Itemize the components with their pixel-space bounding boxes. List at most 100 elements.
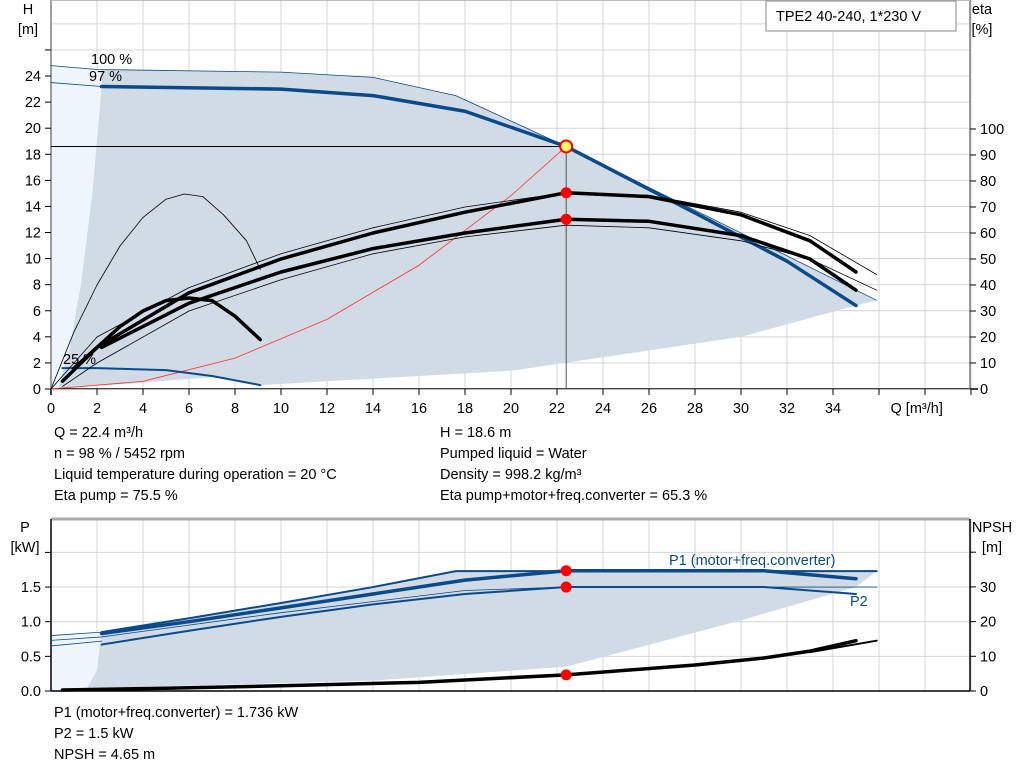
info-density: Density = 998.2 kg/m³ (440, 467, 582, 483)
q-tick-label: 22 (549, 401, 565, 417)
power-curve-2 (99, 568, 858, 636)
info-eta-total: Eta pump+motor+freq.converter = 65.3 % (440, 488, 708, 504)
info-p2: P2 = 1.5 kW (54, 726, 134, 742)
q-tick-label: 28 (687, 401, 703, 417)
q-tick-label: 6 (185, 401, 193, 417)
eta-curve-6 (50, 192, 878, 390)
title-box (765, 0, 957, 32)
p1-label: P1 (motor+freq.converter) (669, 553, 835, 569)
y-axis-label: H (23, 2, 33, 18)
p1-point (560, 565, 572, 577)
eta-tick-label: 30 (980, 304, 996, 320)
eta-curve-4 (50, 193, 261, 390)
info-p1: P1 (motor+freq.converter) = 1.736 kW (54, 705, 299, 721)
power-curve-1 (100, 570, 878, 634)
info-npsh: NPSH = 4.65 m (54, 747, 156, 763)
eta-tick-label: 90 (980, 148, 996, 164)
h-tick-label: 12 (25, 226, 41, 242)
h-tick-label: 10 (25, 252, 41, 268)
label-100-percent: 100 % (91, 52, 132, 68)
head-curve-2 (99, 84, 858, 308)
q-tick-label: 30 (733, 401, 749, 417)
q-tick-label: 8 (231, 401, 239, 417)
eta-curve-7 (60, 190, 858, 383)
y-axis-label: [m] (18, 22, 38, 38)
p-tick-label: 0.0 (21, 684, 41, 700)
info-eta-pump: Eta pump = 75.5 % (54, 488, 178, 504)
y2-axis-label: [%] (972, 22, 993, 38)
h-tick-label: 0 (33, 382, 41, 398)
h-tick-label: 14 (25, 199, 41, 215)
eta-tick-label: 70 (980, 200, 996, 216)
eta-tick-label: 100 (980, 122, 1004, 138)
q-tick-label: 10 (273, 401, 289, 417)
q-tick-label: 0 (47, 401, 55, 417)
q-tick-label: 12 (319, 401, 335, 417)
eta-curve-8 (99, 217, 858, 350)
eta-pump-point (560, 187, 572, 199)
npsh-point (560, 669, 572, 681)
eta-tick-label: 20 (980, 330, 996, 346)
info-speed: n = 98 % / 5452 rpm (54, 446, 185, 462)
q-tick-label: 24 (595, 401, 611, 417)
q-tick-label: 26 (641, 401, 657, 417)
p2-point (560, 581, 572, 593)
h-tick-label: 2 (33, 356, 41, 372)
y2-axis-label: eta (972, 2, 993, 18)
p-tick-label: 0.5 (21, 649, 41, 665)
h-tick-label: 16 (25, 173, 41, 189)
label-25-percent: 25 % (63, 352, 96, 368)
info-liquid: Pumped liquid = Water (440, 446, 587, 462)
p-axis-label: P (20, 520, 30, 536)
p-tick-label: 1.5 (21, 580, 41, 596)
npsh-axis-label: [m] (982, 540, 1002, 556)
h-tick-label: 6 (33, 304, 41, 320)
h-tick-label: 4 (33, 330, 41, 346)
eta-tick-label: 50 (980, 252, 996, 268)
npsh-curve-7 (809, 639, 878, 654)
info-left: Q = 22.4 m³/h n = 98 % / 5452 rpm Liquid… (54, 423, 337, 507)
power-curve-5 (100, 586, 857, 646)
npsh-tick-label: 10 (980, 649, 996, 665)
q-tick-label: 4 (139, 401, 147, 417)
eta-tick-label: 60 (980, 226, 996, 242)
head-curve-3 (61, 367, 262, 387)
power-curve-4 (50, 640, 102, 647)
info-right: H = 18.6 m Pumped liquid = Water Density… (440, 423, 707, 507)
power-light-area (51, 632, 102, 691)
p-axis-label: [kW] (11, 540, 40, 556)
info-h: H = 18.6 m (440, 425, 512, 441)
npsh-tick-label: 30 (980, 580, 996, 596)
h-tick-label: 24 (25, 69, 41, 85)
p2-label: P2 (850, 594, 868, 610)
info-bottom: P1 (motor+freq.converter) = 1.736 kW P2 … (54, 703, 298, 766)
eta-tick-label: 80 (980, 174, 996, 190)
power-area (85, 571, 877, 691)
duty-point (559, 139, 574, 154)
npsh-tick-label: 20 (980, 615, 996, 631)
q-tick-label: 20 (503, 401, 519, 417)
operating-area (57, 69, 877, 390)
q-tick-label: 34 (825, 401, 841, 417)
h-tick-label: 22 (25, 95, 41, 111)
npsh-axis-label: NPSH (972, 520, 1012, 536)
h-tick-label: 18 (25, 147, 41, 163)
eta-tick-label: 0 (980, 382, 988, 398)
eta-curve-9 (62, 224, 878, 387)
x-axis-label: Q [m³/h] (891, 401, 943, 417)
q-tick-label: 2 (93, 401, 101, 417)
h-tick-label: 8 (33, 278, 41, 294)
npsh-tick-label: 0 (980, 684, 988, 700)
q-tick-label: 18 (457, 401, 473, 417)
system-curve (50, 146, 567, 390)
info-q: Q = 22.4 m³/h (54, 425, 144, 441)
eta-total-point (560, 213, 572, 225)
q-tick-label: 14 (365, 401, 381, 417)
q-tick-label: 16 (411, 401, 427, 417)
info-temperature: Liquid temperature during operation = 20… (54, 467, 337, 483)
head-curve-1 (50, 82, 102, 87)
power-curve-0 (50, 631, 102, 636)
p-tick-label: 1.0 (21, 615, 41, 631)
h-tick-label: 20 (25, 121, 41, 137)
